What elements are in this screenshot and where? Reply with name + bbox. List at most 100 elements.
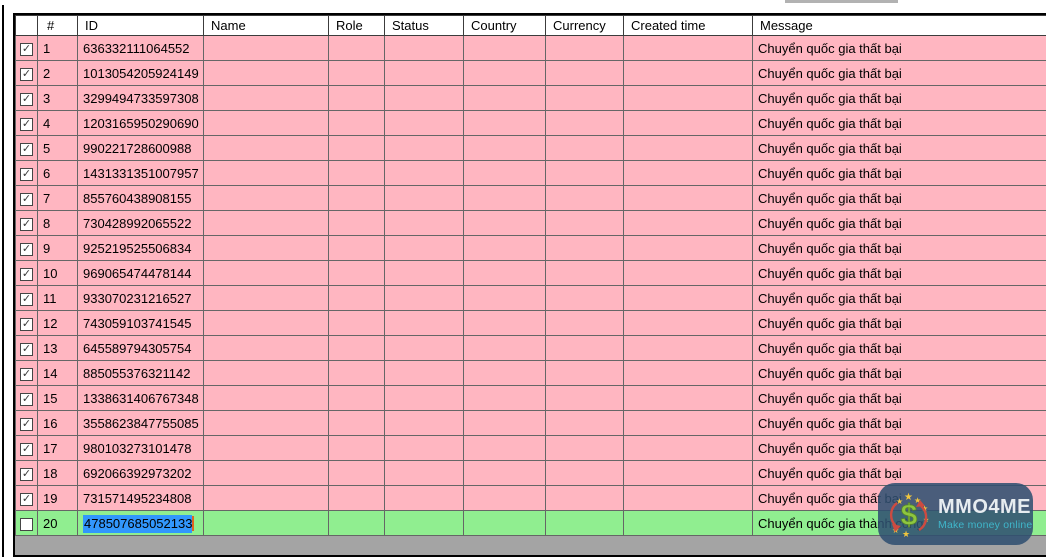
cell-country[interactable] — [463, 110, 546, 136]
cell-id[interactable]: 730428992065522 — [77, 210, 204, 236]
cell-role[interactable] — [328, 160, 385, 186]
cell-country[interactable] — [463, 210, 546, 236]
cell-status[interactable] — [384, 485, 464, 511]
cell-index[interactable]: 5 — [37, 135, 78, 161]
checkbox-checked[interactable]: ✓ — [20, 392, 33, 406]
cell-status[interactable] — [384, 385, 464, 411]
cell-name[interactable] — [203, 360, 329, 386]
cell-role[interactable] — [328, 135, 385, 161]
cell-country[interactable] — [463, 335, 546, 361]
cell-name[interactable] — [203, 210, 329, 236]
cell-status[interactable] — [384, 185, 464, 211]
cell-country[interactable] — [463, 85, 546, 111]
cell-country[interactable] — [463, 285, 546, 311]
cell-select[interactable]: ✓ — [15, 210, 38, 236]
cell-role[interactable] — [328, 260, 385, 286]
cell-status[interactable] — [384, 210, 464, 236]
cell-currency[interactable] — [545, 35, 624, 61]
cell-index[interactable]: 19 — [37, 485, 78, 511]
cell-select[interactable] — [15, 510, 38, 536]
cell-id[interactable]: 1431331351007957 — [77, 160, 204, 186]
cell-role[interactable] — [328, 35, 385, 61]
checkbox-checked[interactable]: ✓ — [20, 167, 33, 181]
cell-currency[interactable] — [545, 260, 624, 286]
column-header-created_time[interactable]: Created time — [623, 15, 753, 36]
cell-status[interactable] — [384, 335, 464, 361]
cell-message[interactable]: Chuyển quốc gia thất bại — [752, 285, 1046, 311]
cell-id[interactable]: 1013054205924149 — [77, 60, 204, 86]
cell-index[interactable]: 16 — [37, 410, 78, 436]
cell-index[interactable]: 8 — [37, 210, 78, 236]
cell-currency[interactable] — [545, 335, 624, 361]
cell-index[interactable]: 18 — [37, 460, 78, 486]
checkbox-checked[interactable]: ✓ — [20, 217, 33, 231]
column-header-role[interactable]: Role — [328, 15, 385, 36]
cell-id[interactable]: 645589794305754 — [77, 335, 204, 361]
cell-name[interactable] — [203, 310, 329, 336]
cell-name[interactable] — [203, 235, 329, 261]
column-header-select[interactable] — [15, 15, 38, 36]
cell-role[interactable] — [328, 485, 385, 511]
cell-index[interactable]: 7 — [37, 185, 78, 211]
cell-name[interactable] — [203, 485, 329, 511]
cell-select[interactable]: ✓ — [15, 285, 38, 311]
cell-currency[interactable] — [545, 310, 624, 336]
cell-currency[interactable] — [545, 485, 624, 511]
checkbox-checked[interactable]: ✓ — [20, 192, 33, 206]
checkbox-checked[interactable]: ✓ — [20, 417, 33, 431]
cell-created_time[interactable] — [623, 360, 753, 386]
cell-name[interactable] — [203, 110, 329, 136]
cell-id[interactable]: 3558623847755085 — [77, 410, 204, 436]
cell-currency[interactable] — [545, 135, 624, 161]
cell-country[interactable] — [463, 260, 546, 286]
cell-created_time[interactable] — [623, 210, 753, 236]
cell-created_time[interactable] — [623, 385, 753, 411]
checkbox-checked[interactable]: ✓ — [20, 367, 33, 381]
cell-name[interactable] — [203, 385, 329, 411]
cell-name[interactable] — [203, 410, 329, 436]
cell-currency[interactable] — [545, 360, 624, 386]
cell-role[interactable] — [328, 410, 385, 436]
cell-select[interactable]: ✓ — [15, 185, 38, 211]
cell-status[interactable] — [384, 85, 464, 111]
checkbox-checked[interactable]: ✓ — [20, 142, 33, 156]
cell-currency[interactable] — [545, 110, 624, 136]
cell-currency[interactable] — [545, 85, 624, 111]
checkbox-checked[interactable]: ✓ — [20, 242, 33, 256]
cell-country[interactable] — [463, 35, 546, 61]
cell-status[interactable] — [384, 235, 464, 261]
cell-currency[interactable] — [545, 285, 624, 311]
cell-message[interactable]: Chuyển quốc gia thất bại — [752, 460, 1046, 486]
cell-name[interactable] — [203, 260, 329, 286]
cell-status[interactable] — [384, 410, 464, 436]
checkbox-checked[interactable]: ✓ — [20, 42, 33, 56]
cell-name[interactable] — [203, 85, 329, 111]
cell-created_time[interactable] — [623, 485, 753, 511]
cell-country[interactable] — [463, 185, 546, 211]
cell-created_time[interactable] — [623, 510, 753, 536]
cell-index[interactable]: 11 — [37, 285, 78, 311]
cell-country[interactable] — [463, 510, 546, 536]
cell-index[interactable]: 3 — [37, 85, 78, 111]
cell-created_time[interactable] — [623, 235, 753, 261]
cell-index[interactable]: 12 — [37, 310, 78, 336]
cell-role[interactable] — [328, 185, 385, 211]
cell-index[interactable]: 15 — [37, 385, 78, 411]
cell-created_time[interactable] — [623, 160, 753, 186]
cell-currency[interactable] — [545, 385, 624, 411]
cell-created_time[interactable] — [623, 110, 753, 136]
cell-index[interactable]: 2 — [37, 60, 78, 86]
cell-id[interactable]: 731571495234808 — [77, 485, 204, 511]
cell-status[interactable] — [384, 260, 464, 286]
cell-id[interactable]: 990221728600988 — [77, 135, 204, 161]
cell-message[interactable]: Chuyển quốc gia thất bại — [752, 435, 1046, 461]
cell-select[interactable]: ✓ — [15, 85, 38, 111]
cell-role[interactable] — [328, 510, 385, 536]
cell-select[interactable]: ✓ — [15, 385, 38, 411]
checkbox-checked[interactable]: ✓ — [20, 492, 33, 506]
cell-currency[interactable] — [545, 460, 624, 486]
cell-currency[interactable] — [545, 160, 624, 186]
cell-message[interactable]: Chuyển quốc gia thất bại — [752, 35, 1046, 61]
cell-index[interactable]: 10 — [37, 260, 78, 286]
cell-role[interactable] — [328, 85, 385, 111]
